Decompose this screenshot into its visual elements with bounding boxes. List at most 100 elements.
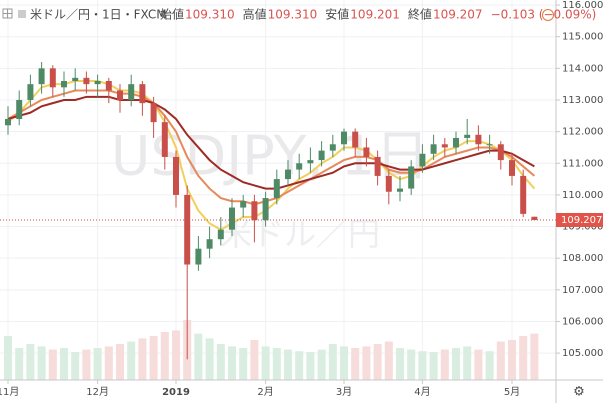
ohlc-label: 始値	[160, 7, 184, 22]
volume-bar	[384, 341, 393, 380]
ohlc-value: 109.310	[185, 8, 235, 22]
candle-body	[117, 90, 123, 100]
candle-body	[285, 169, 291, 180]
volume-bar	[340, 346, 348, 380]
volume-bar	[172, 330, 180, 380]
candle-body	[262, 198, 269, 221]
candle-body	[217, 229, 224, 240]
candle-body	[408, 166, 415, 189]
volume-bar	[452, 348, 460, 380]
volume-bar	[474, 349, 483, 380]
candle-body	[453, 137, 459, 148]
ohlc-legend: 始値 109.310 高値 109.310 安値 109.201 終値 109.207 −0.1…	[160, 7, 596, 22]
volume-bar	[440, 349, 449, 380]
candle-body	[72, 77, 79, 81]
volume-bar	[295, 351, 304, 380]
candle-body	[16, 99, 23, 119]
candle-body	[273, 179, 280, 199]
settings-icon[interactable]: ⚙	[573, 385, 585, 400]
candle-body	[385, 175, 392, 192]
ohlc-label: 終値	[408, 7, 432, 22]
volume-bar	[60, 348, 68, 380]
candle-body	[296, 163, 303, 170]
volume-bar	[116, 344, 124, 380]
ohlc-value: 109.201	[350, 8, 400, 22]
candle-body	[105, 80, 112, 91]
x-tick-label: 11月	[0, 386, 19, 398]
volume-bar	[272, 348, 281, 380]
volume-bar	[306, 352, 315, 380]
volume-bar	[104, 346, 113, 380]
watermark: USDJPY, 1日	[111, 125, 429, 188]
change: −0.103 (−0.09%)	[491, 8, 597, 22]
volume-bar	[93, 348, 102, 380]
candle-body	[38, 68, 45, 85]
y-tick-label: 105.000	[562, 348, 603, 359]
y-tick-label: 113.000	[562, 95, 603, 106]
y-tick-label: 111.000	[562, 158, 603, 169]
candle-body	[441, 144, 448, 148]
volume-bar	[138, 338, 147, 380]
candles	[5, 62, 538, 360]
y-tick-label: 109.000	[562, 222, 603, 233]
candle-body	[139, 84, 146, 104]
candle-body	[341, 131, 347, 145]
x-tick-label: 3月	[336, 386, 352, 398]
candle-body	[430, 144, 437, 154]
volume-bar	[351, 348, 360, 380]
volume-bar	[37, 346, 46, 380]
volume-bar	[429, 352, 438, 380]
volume-bar	[396, 348, 404, 380]
volume-bar	[317, 349, 326, 380]
volume-bar	[4, 336, 12, 380]
last-price-box	[556, 212, 603, 227]
x-tick-label: 12月	[86, 386, 109, 398]
volume-bar	[519, 336, 528, 380]
volume-bar	[362, 346, 371, 380]
candle-body	[161, 122, 168, 157]
candle-body	[49, 68, 56, 88]
candle-body	[184, 194, 191, 265]
volume-bar	[160, 332, 169, 380]
y-tick-label: 114.000	[562, 63, 603, 74]
volume-bar	[194, 333, 203, 380]
x-tick-label: 2019	[162, 387, 190, 398]
volume-bar	[15, 348, 24, 380]
volume-bar	[496, 341, 505, 380]
candle-body	[128, 84, 135, 100]
watermark-sub: 米ドル／円	[220, 215, 380, 253]
candle-body	[374, 156, 381, 176]
volume-bar	[48, 349, 57, 380]
volume-bar	[82, 349, 91, 380]
symbol-icon	[18, 10, 26, 18]
candle-body	[150, 103, 157, 123]
x-tick-label: 5月	[504, 386, 520, 398]
candle-body	[318, 150, 325, 161]
candle-body	[329, 144, 336, 151]
candle-body	[509, 160, 515, 176]
candle-body	[27, 84, 34, 100]
volume-bar	[463, 346, 472, 380]
volume-bar	[71, 352, 80, 380]
moving-average	[7, 95, 535, 190]
candle-body	[363, 147, 370, 157]
volume-bar	[127, 341, 136, 380]
moving-average	[7, 89, 536, 206]
volume-bar	[418, 351, 427, 380]
volume-bar	[250, 340, 259, 380]
volume-bar	[228, 346, 236, 380]
candle-body	[531, 216, 538, 220]
ohlc-label: 安値	[325, 7, 349, 22]
y-tick-label: 107.000	[562, 285, 603, 296]
y-tick-label: 106.000	[562, 316, 603, 327]
x-tick-label: 4月	[414, 386, 430, 398]
y-tick-label: 115.000	[562, 32, 603, 43]
y-tick-label: 108.000	[562, 253, 603, 264]
volume-bar	[407, 349, 416, 380]
candle-body	[173, 156, 179, 195]
alert-icon[interactable]	[542, 9, 554, 21]
volume-bar	[530, 333, 539, 380]
